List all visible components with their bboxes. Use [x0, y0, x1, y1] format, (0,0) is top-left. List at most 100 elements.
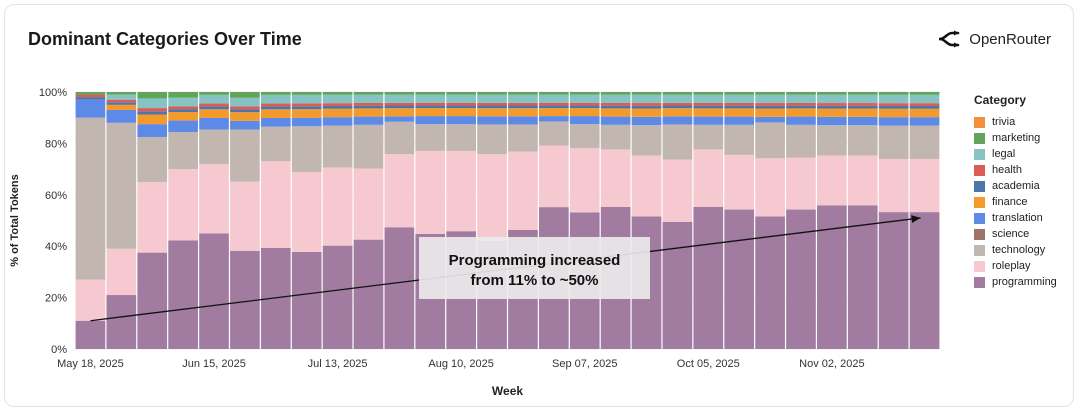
legend-swatch: [974, 148, 985, 160]
legend-label: roleplay: [992, 260, 1031, 272]
legend-item-legal: legal: [974, 146, 1057, 162]
legend-label: marketing: [992, 132, 1041, 144]
bar-segment-technology: [230, 129, 260, 182]
bar-segment-health: [755, 103, 785, 106]
bar-segment-technology: [847, 125, 878, 156]
bar-segment-legal: [415, 94, 446, 103]
bar-segment-academia: [415, 105, 446, 109]
bar-segment-roleplay: [446, 150, 477, 232]
legend-item-finance: finance: [974, 194, 1057, 210]
bar-segment-roleplay: [600, 149, 631, 207]
bar-segment-technology: [291, 126, 322, 172]
bar-segment-roleplay: [662, 159, 693, 222]
bar-segment-academia: [538, 105, 569, 109]
bar-segment-legal: [600, 94, 631, 103]
bar-segment-technology: [755, 122, 785, 159]
bar-segment-legal: [230, 97, 260, 107]
bar-segment-academia: [291, 106, 322, 110]
bar-segment-academia: [693, 105, 724, 109]
bar-segment-health: [168, 106, 198, 110]
bar-segment-academia: [137, 111, 168, 115]
bar-segment-finance: [230, 112, 260, 121]
legend-swatch: [974, 244, 985, 256]
bar-segment-roleplay: [477, 154, 507, 241]
bar-segment-marketing: [384, 92, 415, 95]
legend-label: finance: [992, 196, 1028, 208]
bar-segment-translation: [724, 116, 755, 125]
legend-label: trivia: [992, 116, 1016, 128]
annotation-text: Programming increased: [449, 252, 621, 269]
bar-segment-health: [569, 102, 600, 106]
bar-segment-finance: [847, 108, 878, 117]
bar-segment-health: [538, 102, 569, 106]
y-axis-label: % of Total Tokens: [9, 174, 21, 267]
bar-segment-roleplay: [693, 149, 724, 207]
bar-segment-translation: [322, 117, 353, 126]
bar-segment-technology: [662, 124, 693, 160]
bar-segment-programming: [75, 320, 106, 349]
bar-segment-finance: [538, 108, 569, 117]
bar-segment-technology: [322, 125, 353, 168]
bar-segment-roleplay: [322, 167, 353, 246]
legend-item-programming: programming: [974, 274, 1057, 290]
legend-label: legal: [992, 148, 1016, 160]
legend-label: science: [992, 228, 1030, 240]
bars-layer: [75, 92, 940, 349]
bar-segment-programming: [693, 206, 724, 349]
bar-segment-health: [631, 103, 662, 106]
y-tick-label: 80%: [45, 138, 67, 150]
bar-segment-legal: [693, 94, 724, 103]
bar-segment-academia: [508, 105, 538, 109]
bar-segment-academia: [817, 105, 847, 109]
bar-segment-translation: [909, 117, 940, 126]
legend-swatch: [974, 228, 985, 240]
bar-segment-roleplay: [260, 161, 291, 248]
bar-segment-marketing: [878, 92, 909, 95]
bar-segment-academia: [446, 105, 477, 109]
bar-segment-translation: [755, 116, 785, 123]
bar-segment-marketing: [508, 92, 538, 95]
bar-segment-academia: [477, 105, 507, 109]
legend-swatch: [974, 180, 985, 192]
bar-segment-technology: [508, 124, 538, 152]
bar-segment-marketing: [662, 92, 693, 95]
bar-segment-marketing: [569, 92, 600, 95]
bar-segment-academia: [322, 105, 353, 109]
bar-segment-marketing: [909, 92, 940, 95]
bar-segment-health: [137, 108, 168, 112]
brand[interactable]: OpenRouter: [939, 30, 1051, 48]
bar-segment-programming: [291, 251, 322, 349]
bar-segment-roleplay: [755, 158, 785, 217]
bar-segment-legal: [477, 94, 507, 103]
bar-segment-legal: [260, 94, 291, 104]
bar-segment-programming: [786, 209, 816, 349]
bar-segment-marketing: [847, 92, 878, 95]
axis-layer: 0% 20% 40% 60% 80% 100% May 18, 2025 Jun 15, 20…: [9, 87, 865, 398]
y-tick-label: 0%: [51, 344, 67, 356]
legend-swatch: [974, 132, 985, 144]
bar-segment-technology: [168, 131, 198, 170]
bar-segment-legal: [817, 94, 847, 104]
bar-segment-technology: [817, 125, 847, 156]
bar-segment-health: [600, 102, 631, 106]
bar-segment-marketing: [322, 92, 353, 95]
bar-segment-marketing: [230, 92, 260, 98]
bar-segment-translation: [446, 116, 477, 125]
bar-segment-legal: [384, 94, 415, 103]
bar-segment-health: [230, 106, 260, 110]
bar-segment-translation: [291, 117, 322, 127]
bar-segment-finance: [724, 108, 755, 117]
bar-segment-health: [508, 102, 538, 106]
trend-arrow-head: [911, 215, 921, 224]
bar-segment-finance: [817, 108, 847, 117]
bar-segment-health: [477, 102, 507, 106]
y-tick-label: 60%: [45, 190, 67, 202]
x-tick-label: Aug 10, 2025: [428, 358, 493, 370]
bar-segment-finance: [168, 111, 198, 121]
bar-segment-marketing: [260, 92, 291, 95]
bar-segment-marketing: [137, 92, 168, 99]
bar-segment-legal: [137, 98, 168, 109]
annotation-box: [419, 237, 650, 299]
bar-segment-technology: [199, 129, 229, 165]
legend-swatch: [974, 260, 985, 272]
